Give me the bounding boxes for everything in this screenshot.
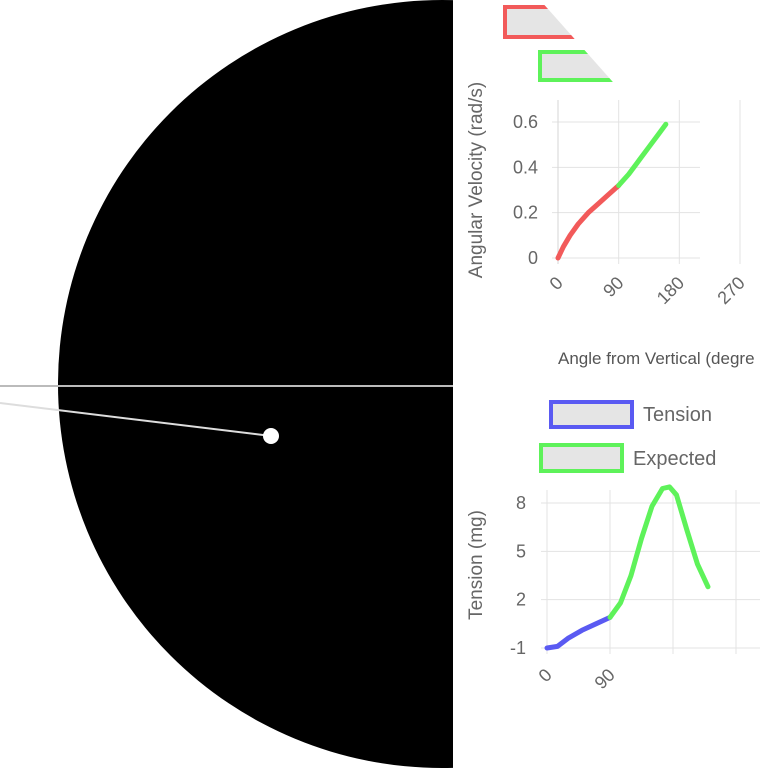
tension-y-axis-title: Tension (mg) [466, 510, 487, 620]
angular-velocity-chart: 0 0.2 0.4 0.6 0 90 180 270 Angular Velocity (r… [466, 82, 755, 368]
tension-y-tick-label: 8 [516, 493, 526, 513]
tension-legend: Tension Expected [539, 400, 716, 473]
velocity-y-tick-label: 0.2 [513, 203, 538, 223]
velocity-grid [552, 100, 741, 264]
tension-x-ticks: 0 90 [535, 665, 619, 693]
tension-x-tick-label: 90 [591, 665, 619, 693]
legend-label-tension[interactable]: Tension [643, 404, 712, 426]
velocity-x-ticks: 0 90 180 270 [546, 273, 749, 308]
tension-grid [541, 490, 760, 654]
simulation-disk [58, 0, 453, 768]
tension-series-line-2 [607, 484, 711, 620]
tension-y-ticks: -1 2 5 8 [510, 493, 526, 658]
tension-y-tick-label: -1 [510, 638, 526, 658]
tension-chart: -1 2 5 8 0 90 Tension (mg) [466, 484, 760, 693]
velocity-y-tick-label: 0.4 [513, 157, 538, 177]
pendulum-bob[interactable] [263, 428, 279, 444]
velocity-series-line-1 [555, 182, 622, 261]
velocity-series-line-2 [616, 121, 669, 188]
velocity-x-tick-label: 180 [653, 273, 688, 308]
tension-y-tick-label: 2 [516, 590, 526, 610]
velocity-y-axis-title: Angular Velocity (rad/s) [466, 82, 487, 278]
tension-series [544, 484, 711, 651]
velocity-x-tick-label: 90 [599, 273, 627, 301]
velocity-series [555, 121, 669, 261]
legend-label-expected[interactable]: Expected [633, 448, 716, 470]
velocity-y-tick-label: 0 [528, 248, 538, 268]
pendulum-rod [0, 402, 272, 437]
velocity-x-tick-label: 270 [713, 273, 748, 308]
velocity-legend [503, 0, 768, 90]
tension-y-tick-label: 5 [516, 541, 526, 561]
velocity-x-axis-title: Angle from Vertical (degre [558, 349, 755, 368]
legend-mask [540, 0, 768, 90]
velocity-y-ticks: 0 0.2 0.4 0.6 [513, 112, 538, 268]
tension-series-line-1 [544, 614, 613, 651]
pendulum-simulation [0, 0, 453, 768]
tension-x-tick-label: 0 [535, 665, 556, 686]
legend-swatch-tension[interactable] [549, 400, 634, 429]
velocity-y-tick-label: 0.6 [513, 112, 538, 132]
legend-swatch-expected[interactable] [539, 443, 624, 473]
velocity-x-tick-label: 0 [546, 273, 567, 294]
